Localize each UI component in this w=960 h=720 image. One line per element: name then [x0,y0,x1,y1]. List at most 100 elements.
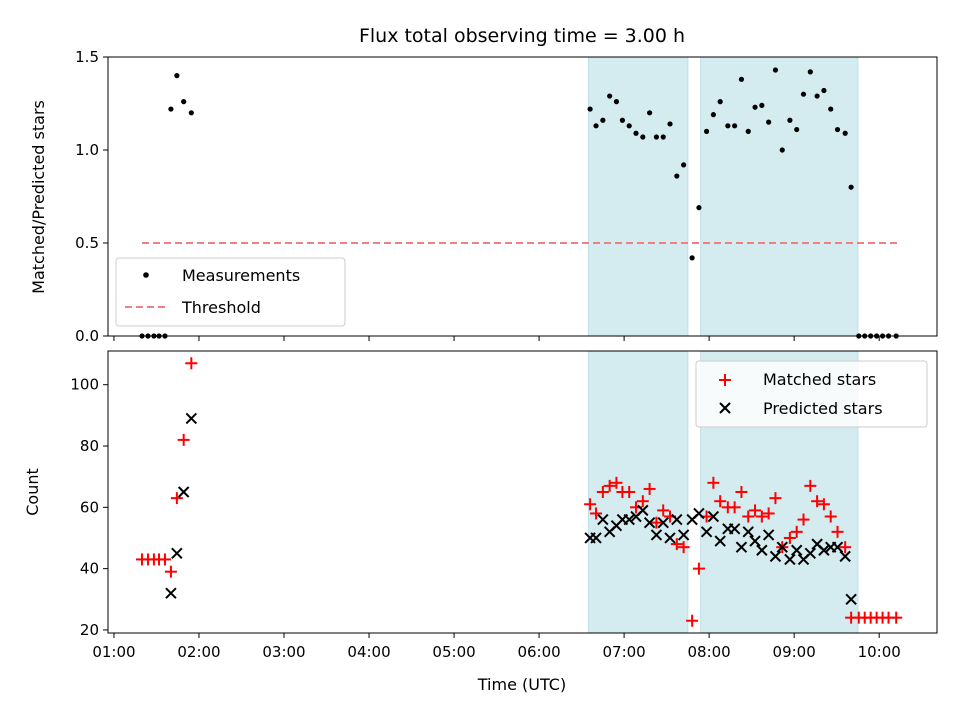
shaded-interval-2 [700,56,859,337]
measurement-points [139,67,899,339]
xtick-label: 06:00 [517,643,560,661]
xtick-label: 01:00 [92,643,135,661]
predicted-star-point [707,510,720,523]
top-ytick-label: 1.5 [75,48,99,66]
bottom-ytick-label: 40 [80,560,99,578]
measurement-point [653,134,660,140]
legend-measurements-marker [143,272,149,278]
predicted-star-point [671,513,683,526]
predicted-star-point [185,412,198,425]
legend-measurements-label: Measurements [182,266,300,285]
matched-star-point [762,507,775,520]
matched-star-point [797,513,810,526]
top-panel-frame [107,56,938,337]
matched-star-point [804,479,817,492]
xtick-label: 04:00 [347,643,390,661]
measurement-point [828,106,834,112]
predicted-star-point [650,529,663,541]
measurement-point [848,184,854,190]
bottom-ytick-label: 60 [80,498,99,516]
matched-star-point [158,553,171,566]
count-points [136,357,903,627]
measurement-point [667,121,673,127]
top-ytick-label: 1.0 [75,141,99,159]
top-y-axis: 0.0 0.5 1.0 1.5 [75,48,108,345]
predicted-star-point [735,541,748,553]
top-legend: Measurements Threshold [115,257,346,327]
matched-star-point [714,495,727,508]
predicted-star-point [714,535,726,547]
matched-star-point [677,541,690,554]
predicted-star-point [700,526,713,538]
matched-star-point [811,495,824,508]
matched-star-point [749,504,762,517]
predicted-star-point [657,516,669,529]
matched-star-point [790,525,803,538]
measurement-point [772,67,779,73]
measurement-point [626,123,632,129]
xtick-label: 02:00 [177,643,220,661]
measurement-point [814,93,820,99]
bottom-legend-box [695,360,928,428]
predicted-star-point [643,516,656,529]
measurement-point [738,76,745,82]
matched-star-point [670,538,683,551]
measurement-point [703,128,710,134]
measurement-point [647,110,653,116]
measurement-point [787,117,793,123]
measurement-point [613,99,620,105]
predicted-star-point [637,504,649,517]
measurement-point [800,91,807,97]
matched-star-point [623,486,636,498]
top-panel: 0.0 0.5 1.0 1.5 Matched/Predicted stars Mea… [29,48,938,345]
xtick-label: 10:00 [858,643,901,661]
legend-matched-marker [719,374,731,386]
measurement-point [710,112,716,118]
predicted-star-point [831,541,844,553]
matched-star-point [692,562,705,575]
xtick-label: 07:00 [602,643,645,661]
matched-star-point [890,611,903,624]
measurement-point [794,126,800,133]
measurement-point [779,147,785,153]
predicted-star-point [756,544,768,556]
chart-title: Flux total observing time = 3.00 h [359,25,685,47]
bottom-ytick-label: 100 [70,376,99,394]
bottom-ytick-label: 20 [80,621,99,639]
measurement-point [168,106,174,112]
predicted-star-point [742,526,754,538]
measurement-point [674,173,680,179]
measurement-point [188,110,194,116]
predicted-star-point [749,535,761,547]
predicted-star-point [804,547,817,560]
matched-star-point [636,495,649,508]
top-legend-box [115,257,346,327]
top-y-axis-label: Matched/Predicted stars [29,100,48,294]
measurement-point [607,93,613,99]
measurement-point [834,126,841,133]
matched-star-point [686,614,699,627]
xtick-label: 08:00 [688,643,731,661]
matched-star-point [590,507,603,520]
matched-star-point [603,479,616,492]
matched-star-point [735,486,748,498]
predicted-star-point [693,507,705,520]
matched-star-point [755,510,768,523]
legend-predicted-marker [719,402,731,414]
measurement-point [717,99,723,105]
measurement-point [174,73,180,79]
measurement-point [766,119,772,125]
measurement-point [593,123,599,129]
measurement-point [842,130,848,136]
predicted-star-point [728,523,741,535]
measurement-point [633,130,639,136]
measurement-point [640,134,646,140]
predicted-star-point [769,550,782,563]
xtick-label: 09:00 [773,643,816,661]
predicted-star-point [171,547,183,560]
matched-star-point [783,531,796,544]
top-x-axis-ticks [113,336,880,341]
measurement-point [807,69,813,75]
matched-star-point [177,433,190,446]
